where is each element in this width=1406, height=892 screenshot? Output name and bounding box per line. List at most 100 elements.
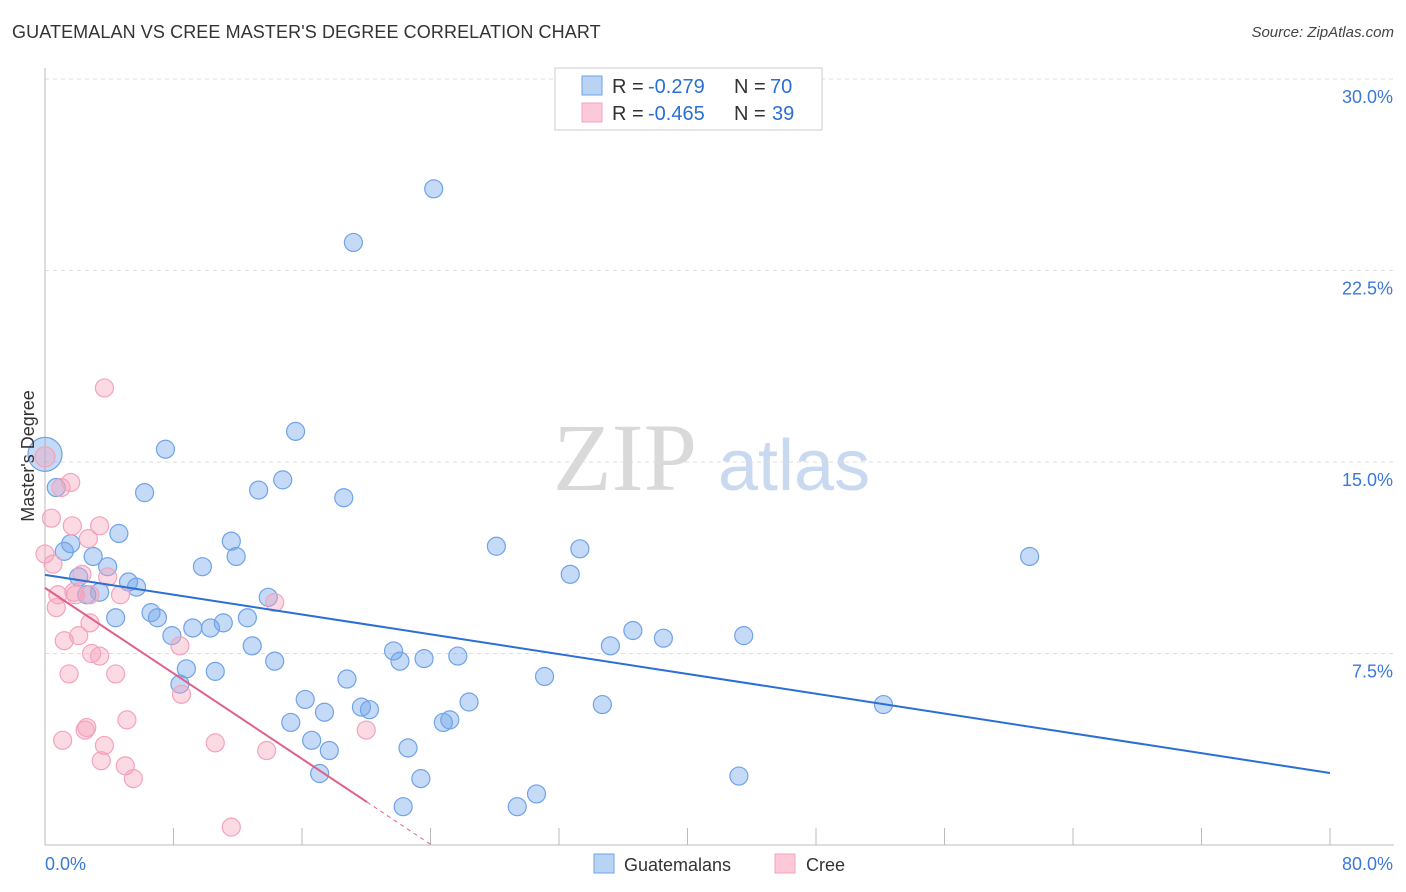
guatemalans-point: [486, 536, 506, 556]
bottom-legend-swatch-guatemalans: [593, 853, 615, 874]
guatemalans-point: [106, 608, 126, 628]
legend-n-value: 70: [770, 76, 792, 98]
cree-point: [90, 516, 110, 536]
guatemalans-point: [155, 439, 176, 459]
guatemalans-point: [285, 421, 306, 441]
guatemalans-point: [334, 488, 354, 508]
cree-point: [117, 710, 137, 730]
guatemalans-point: [258, 587, 278, 607]
cree-point: [62, 516, 82, 536]
guatemalans-point: [141, 603, 161, 623]
guatemalans-point: [242, 636, 262, 656]
legend-n-value: 39: [772, 103, 794, 125]
cree-point: [205, 733, 225, 753]
cree-point: [123, 769, 143, 789]
cree-point: [53, 730, 73, 750]
cree-point: [170, 636, 190, 656]
guatemalans-point: [134, 483, 155, 503]
cree-point: [51, 477, 71, 498]
guatemalans-point: [183, 618, 203, 638]
guatemalans-point: [414, 649, 434, 669]
legend: R = -0.279 N = 70 R = -0.465 N = 39: [554, 67, 823, 131]
guatemalans-point: [213, 613, 233, 633]
guatemalans-point: [393, 797, 413, 817]
legend-n-label: N =: [734, 76, 766, 98]
guatemalans-point: [221, 531, 241, 551]
cree-point: [41, 508, 62, 528]
chart-title: GUATEMALAN VS CREE MASTER'S DEGREE CORRE…: [12, 22, 601, 42]
guatemalans-point: [281, 712, 301, 733]
cree-trend-extension: [366, 801, 433, 846]
guatemalans-point: [534, 666, 555, 687]
cree-point: [90, 646, 110, 666]
guatemalans-point: [83, 546, 103, 567]
legend-r-label: R =: [612, 103, 644, 125]
guatemalans-point: [319, 740, 339, 761]
y-tick-label: 7.5%: [1352, 662, 1393, 682]
guatemalans-point: [343, 232, 363, 253]
guatemalans-point: [302, 730, 322, 750]
legend-r-value: -0.465: [648, 103, 705, 125]
guatemalans-point: [249, 480, 269, 500]
cree-point: [61, 472, 81, 493]
y-axis-label: Master's Degree: [18, 390, 38, 521]
cree-point: [91, 751, 111, 771]
watermark-atlas: atlas: [718, 426, 870, 506]
cree-point: [94, 735, 115, 756]
guatemalans-point: [560, 564, 580, 584]
guatemalans-point: [147, 608, 168, 628]
guatemalans-point: [390, 651, 410, 671]
guatemalans-point: [383, 641, 404, 661]
guatemalans-point: [448, 646, 468, 666]
x-tick-label-min: 0.0%: [45, 854, 86, 874]
cree-point: [72, 564, 92, 584]
guatemalans-point: [1020, 546, 1040, 567]
bottom-legend-swatch-cree: [774, 853, 796, 874]
guatemalans-point: [398, 738, 418, 758]
guatemalans-point: [526, 784, 547, 804]
legend-swatch-cree: [581, 102, 603, 123]
cree-point: [59, 664, 79, 684]
cree-point: [265, 592, 285, 613]
cree-point: [35, 544, 55, 564]
cree-point: [34, 446, 56, 468]
cree-point: [257, 740, 277, 761]
guatemalans-point: [265, 651, 285, 671]
watermark-zip: ZIP: [553, 404, 697, 511]
cree-point: [75, 720, 95, 740]
guatemalans-point: [295, 689, 315, 710]
x-tick-label-max: 80.0%: [1342, 854, 1393, 874]
guatemalans-point: [507, 797, 527, 817]
cree-point: [221, 817, 241, 837]
cree-point: [69, 626, 89, 646]
guatemalans-point: [192, 557, 213, 577]
cree-point: [356, 720, 376, 740]
guatemalans-point: [570, 539, 590, 559]
cree-point: [98, 567, 118, 587]
guatemalans-point: [200, 618, 221, 638]
guatemalans-point: [237, 608, 257, 628]
legend-swatch-guatemalans: [581, 75, 603, 96]
guatemalans-point: [653, 628, 674, 648]
bottom-legend-guatemalans: Guatemalans: [624, 855, 731, 875]
guatemalans-point: [600, 636, 621, 656]
guatemalans-point: [729, 766, 749, 786]
guatemalans-point: [337, 669, 357, 689]
guatemalans-point: [54, 541, 74, 561]
cree-point: [43, 554, 63, 574]
guatemalans-point: [46, 477, 66, 498]
guatemalans-point: [359, 700, 380, 720]
guatemalans-point: [314, 702, 335, 722]
legend-r-label: R =: [612, 76, 644, 98]
legend-r-value: -0.279: [648, 76, 705, 98]
guatemalans-point: [433, 712, 453, 733]
guatemalans-point: [734, 626, 754, 646]
bottom-legend: Guatemalans Cree: [593, 853, 845, 875]
guatemalans-point: [273, 470, 293, 490]
guatemalans-point: [411, 769, 431, 789]
legend-n-label: N =: [734, 103, 766, 125]
guatemalans-point: [310, 763, 330, 784]
guatemalans-point: [459, 692, 479, 712]
